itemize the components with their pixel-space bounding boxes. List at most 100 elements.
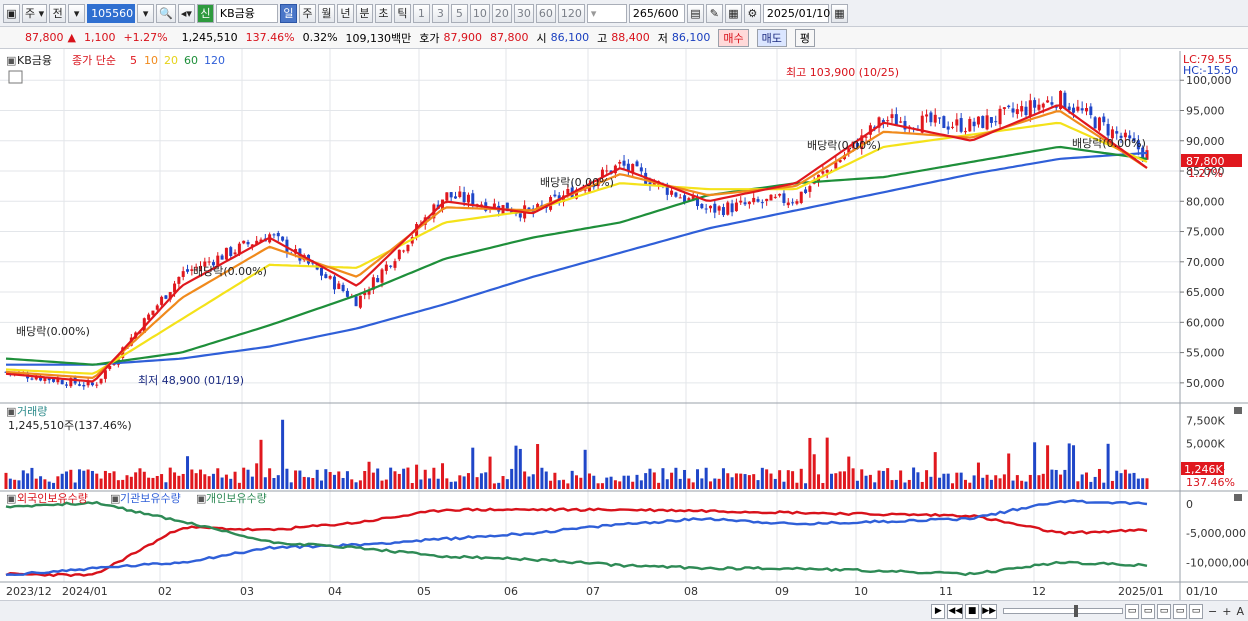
- volume-bar: [881, 470, 885, 489]
- volume-bar: [397, 473, 401, 489]
- window-icon[interactable]: ▣: [3, 3, 20, 23]
- candle-body: [855, 142, 859, 150]
- volume-bar: [700, 478, 704, 489]
- search-icon[interactable]: 🔍: [156, 3, 176, 23]
- stock-chart[interactable]: 100,000 95,000 90,000 85,000 80,000 75,000 70,…: [0, 49, 1248, 600]
- scroll-start-button[interactable]: ◀◀: [947, 603, 964, 619]
- volume-bar: [389, 467, 393, 489]
- interval-5-button[interactable]: 5: [450, 3, 468, 23]
- candle-body: [311, 262, 315, 264]
- date-field[interactable]: 2025/01/10: [762, 3, 830, 23]
- volume-bar: [639, 480, 643, 489]
- interval-120-button[interactable]: 120: [557, 3, 585, 23]
- candle-body: [791, 202, 795, 204]
- volume-bar: [302, 476, 306, 489]
- volume-bar: [998, 478, 1002, 489]
- layout-icon-3[interactable]: ▭: [1157, 603, 1172, 619]
- holding-close-icon[interactable]: [1234, 494, 1242, 501]
- volume-close-icon[interactable]: [1234, 407, 1242, 414]
- layout-icon-2[interactable]: ▭: [1141, 603, 1156, 619]
- volume-bar: [994, 475, 998, 489]
- holding-tick-label: 0: [1186, 498, 1193, 511]
- volume-bar: [345, 471, 349, 489]
- candle-body: [108, 365, 112, 370]
- panel-icon: ▣: [6, 54, 16, 67]
- interval-60-button[interactable]: 60: [535, 3, 556, 23]
- stock-code-input[interactable]: 105560: [87, 3, 136, 23]
- zoom-in-icon[interactable]: +: [1222, 604, 1232, 618]
- stop-button[interactable]: ■: [965, 603, 980, 619]
- layout-icon-1[interactable]: ▭: [1125, 603, 1140, 619]
- save-icon[interactable]: ▦: [724, 3, 742, 23]
- candle-body: [600, 169, 604, 178]
- candle-body: [216, 255, 220, 267]
- gear-icon[interactable]: ⚙: [743, 3, 761, 23]
- count-field[interactable]: 265/600: [628, 3, 685, 23]
- volume-bar: [678, 478, 682, 489]
- interval-30-button[interactable]: 30: [513, 3, 534, 23]
- period-minute-button[interactable]: 분: [355, 3, 373, 23]
- new-badge[interactable]: 신: [196, 3, 214, 23]
- zoom-out-icon[interactable]: −: [1208, 604, 1218, 618]
- interval-input[interactable]: ▾: [586, 3, 627, 23]
- x-axis-right-label: 01/10: [1186, 585, 1218, 598]
- current-price: 87,800: [25, 31, 64, 44]
- candle-body: [250, 244, 254, 247]
- scroll-right-button[interactable]: ▶: [931, 603, 946, 619]
- grid-toggle-icon[interactable]: [8, 70, 23, 84]
- candle-body: [272, 234, 276, 236]
- volume-bar: [912, 467, 916, 489]
- candle-body: [233, 252, 237, 255]
- candle-body: [691, 195, 695, 201]
- code-dropdown-icon[interactable]: ▾: [137, 3, 155, 23]
- eval-button[interactable]: 평: [794, 28, 816, 47]
- interval-1-button[interactable]: 1: [412, 3, 430, 23]
- scroll-slider[interactable]: [1003, 605, 1124, 617]
- interval-3-button[interactable]: 3: [431, 3, 449, 23]
- period-tick-button[interactable]: 틱: [393, 3, 411, 23]
- volume-bar: [21, 470, 25, 489]
- stock-name-field[interactable]: KB금융: [215, 3, 278, 23]
- layout-icon-5[interactable]: ▭: [1189, 603, 1204, 619]
- period-year-button[interactable]: 년: [336, 3, 354, 23]
- candle-body: [242, 240, 246, 244]
- candle-body: [808, 186, 812, 192]
- draw-tool-icon[interactable]: ✎: [705, 3, 723, 23]
- interval-20-button[interactable]: 20: [491, 3, 512, 23]
- volume-bar: [536, 444, 540, 489]
- market-select[interactable]: 주 ▾: [22, 3, 48, 23]
- candle-body: [700, 204, 704, 209]
- sell-button[interactable]: 매도: [756, 28, 787, 47]
- volume-bar: [1059, 474, 1063, 489]
- prev-button[interactable]: 전: [49, 3, 67, 23]
- font-size-icon[interactable]: A: [1236, 604, 1244, 618]
- sound-icon[interactable]: ◂▾: [177, 3, 195, 23]
- volume-bar: [704, 467, 708, 489]
- calendar-icon[interactable]: ▦: [830, 3, 848, 23]
- candle-body: [553, 194, 557, 197]
- candle-body: [376, 278, 380, 283]
- volume-bar: [622, 475, 626, 489]
- period-week-button[interactable]: 주: [298, 3, 316, 23]
- scroll-end-button[interactable]: ▶▶: [981, 603, 998, 619]
- candle-body: [860, 135, 864, 150]
- slider-thumb[interactable]: [1074, 605, 1079, 617]
- volume-bar: [765, 469, 769, 489]
- dropdown-icon[interactable]: ▾: [68, 3, 86, 23]
- chart-settings-icon[interactable]: ▤: [686, 3, 704, 23]
- layout-icon-4[interactable]: ▭: [1173, 603, 1188, 619]
- x-axis-label: 03: [240, 585, 254, 598]
- candle-body: [773, 196, 777, 198]
- volume-bar: [786, 470, 790, 489]
- buy-button[interactable]: 매수: [718, 28, 749, 47]
- candle-body: [730, 203, 734, 213]
- period-second-button[interactable]: 초: [374, 3, 392, 23]
- interval-10-button[interactable]: 10: [469, 3, 490, 23]
- volume-bar: [155, 475, 159, 489]
- period-day-button[interactable]: 일: [279, 3, 297, 23]
- candle-body: [713, 203, 717, 213]
- volume-bar: [56, 476, 60, 489]
- period-month-button[interactable]: 월: [317, 3, 335, 23]
- ma5-legend: 5: [130, 54, 137, 67]
- volume-bar: [562, 479, 566, 489]
